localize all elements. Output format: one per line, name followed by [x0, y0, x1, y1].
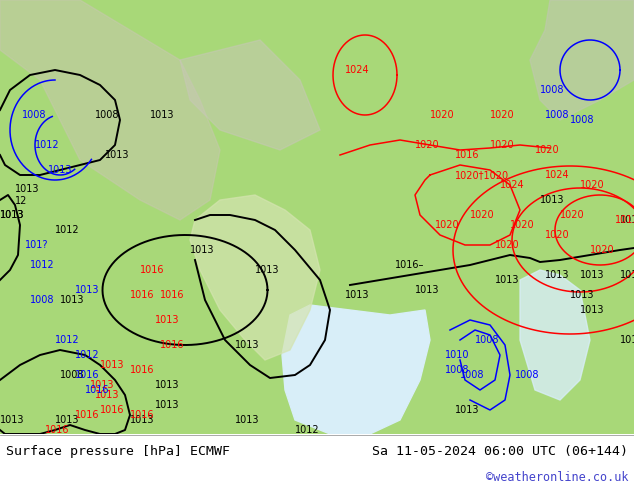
Text: 1020: 1020: [470, 210, 495, 220]
Text: 1013: 1013: [75, 285, 100, 295]
Text: 1020: 1020: [490, 140, 515, 150]
Text: 1013: 1013: [235, 340, 259, 350]
Text: 1013: 1013: [580, 270, 604, 280]
Text: 1013: 1013: [55, 415, 79, 425]
Text: 1013
12: 1013 12: [15, 184, 39, 206]
Text: Surface pressure [hPa] ECMWF: Surface pressure [hPa] ECMWF: [6, 445, 230, 459]
Text: 1020: 1020: [580, 180, 605, 190]
Text: 1012: 1012: [295, 425, 320, 435]
Text: 1013: 1013: [48, 165, 72, 175]
Text: 1008: 1008: [515, 370, 540, 380]
Text: 1013: 1013: [345, 290, 370, 300]
Text: 1020: 1020: [435, 220, 460, 230]
Text: 1020: 1020: [430, 110, 455, 120]
Text: 1016: 1016: [85, 385, 110, 395]
Text: 1013: 1013: [105, 150, 129, 160]
Text: 1024: 1024: [500, 180, 524, 190]
Text: 1008: 1008: [540, 85, 564, 95]
Text: 1020: 1020: [495, 240, 520, 250]
Polygon shape: [190, 195, 320, 360]
Text: 1008: 1008: [475, 335, 500, 345]
Text: 1020: 1020: [415, 140, 439, 150]
Text: 101?: 101?: [25, 240, 48, 250]
Text: 1013: 1013: [95, 390, 119, 400]
Text: 1008: 1008: [570, 115, 595, 125]
Text: 1013: 1013: [455, 405, 479, 415]
Polygon shape: [530, 0, 634, 120]
Text: 1016: 1016: [130, 410, 155, 420]
Text: 1020: 1020: [510, 220, 534, 230]
Text: 1013: 1013: [155, 315, 179, 325]
Text: 1013: 1013: [570, 290, 595, 300]
Text: 1008: 1008: [95, 110, 119, 120]
Text: 1008: 1008: [545, 110, 569, 120]
Text: 1020: 1020: [545, 230, 569, 240]
Text: 1016: 1016: [130, 365, 155, 375]
Text: 1010: 1010: [445, 350, 470, 360]
Polygon shape: [282, 305, 430, 434]
Text: 1020: 1020: [590, 245, 614, 255]
Text: 1020: 1020: [490, 110, 515, 120]
Text: 1020: 1020: [560, 210, 585, 220]
Text: 1013: 1013: [60, 295, 84, 305]
Text: 1013: 1013: [90, 380, 115, 390]
Text: 1013: 1013: [190, 245, 214, 255]
Text: 1013: 1013: [130, 415, 155, 425]
Text: 1020†1020: 1020†1020: [455, 170, 509, 180]
Text: 1016: 1016: [160, 340, 184, 350]
Text: 1013: 1013: [155, 380, 179, 390]
Text: 1020: 1020: [535, 145, 560, 155]
Text: 1013: 1013: [255, 265, 280, 275]
Text: 1016: 1016: [140, 265, 164, 275]
Text: 1013: 1013: [235, 415, 259, 425]
Text: Sa 11-05-2024 06:00 UTC (06+144): Sa 11-05-2024 06:00 UTC (06+144): [372, 445, 628, 459]
Text: 1016: 1016: [130, 290, 155, 300]
Text: 1013: 1013: [615, 215, 634, 225]
Text: 1013: 1013: [0, 210, 25, 220]
Polygon shape: [180, 40, 320, 150]
Text: 1008: 1008: [22, 110, 46, 120]
Text: 1024: 1024: [545, 170, 569, 180]
Text: 1016: 1016: [100, 405, 124, 415]
Polygon shape: [0, 0, 220, 220]
Text: 1016: 1016: [75, 370, 100, 380]
Text: 1008: 1008: [445, 365, 470, 375]
Text: 1016: 1016: [455, 150, 479, 160]
Text: 1008: 1008: [30, 295, 55, 305]
Text: 1013: 1013: [415, 285, 439, 295]
Text: 1012: 1012: [55, 225, 80, 235]
Text: 1012: 1012: [35, 140, 60, 150]
Text: 1016: 1016: [160, 290, 184, 300]
Text: 1008: 1008: [60, 370, 84, 380]
Text: 1013: 1013: [150, 110, 174, 120]
Text: 1024: 1024: [345, 65, 370, 75]
Text: 1013: 1013: [0, 415, 25, 425]
Text: 1013: 1013: [540, 195, 564, 205]
Text: 1013: 1013: [545, 270, 569, 280]
Text: 1013: 1013: [0, 210, 25, 220]
Text: 1016–: 1016–: [395, 260, 424, 270]
Text: 1012: 1012: [30, 260, 55, 270]
Text: 1008: 1008: [460, 370, 484, 380]
Text: 1013: 1013: [620, 215, 634, 225]
Text: 1013: 1013: [620, 335, 634, 345]
Text: 1013: 1013: [580, 305, 604, 315]
Text: 1013: 1013: [495, 275, 519, 285]
Text: 1013: 1013: [620, 270, 634, 280]
Text: 1016: 1016: [75, 410, 100, 420]
Text: 1012: 1012: [75, 350, 100, 360]
Text: 1013: 1013: [100, 360, 124, 370]
Text: ©weatheronline.co.uk: ©weatheronline.co.uk: [486, 471, 628, 484]
Text: 1012: 1012: [55, 335, 80, 345]
Text: 1013: 1013: [155, 400, 179, 410]
Polygon shape: [520, 270, 590, 400]
Text: 1016: 1016: [45, 425, 70, 435]
